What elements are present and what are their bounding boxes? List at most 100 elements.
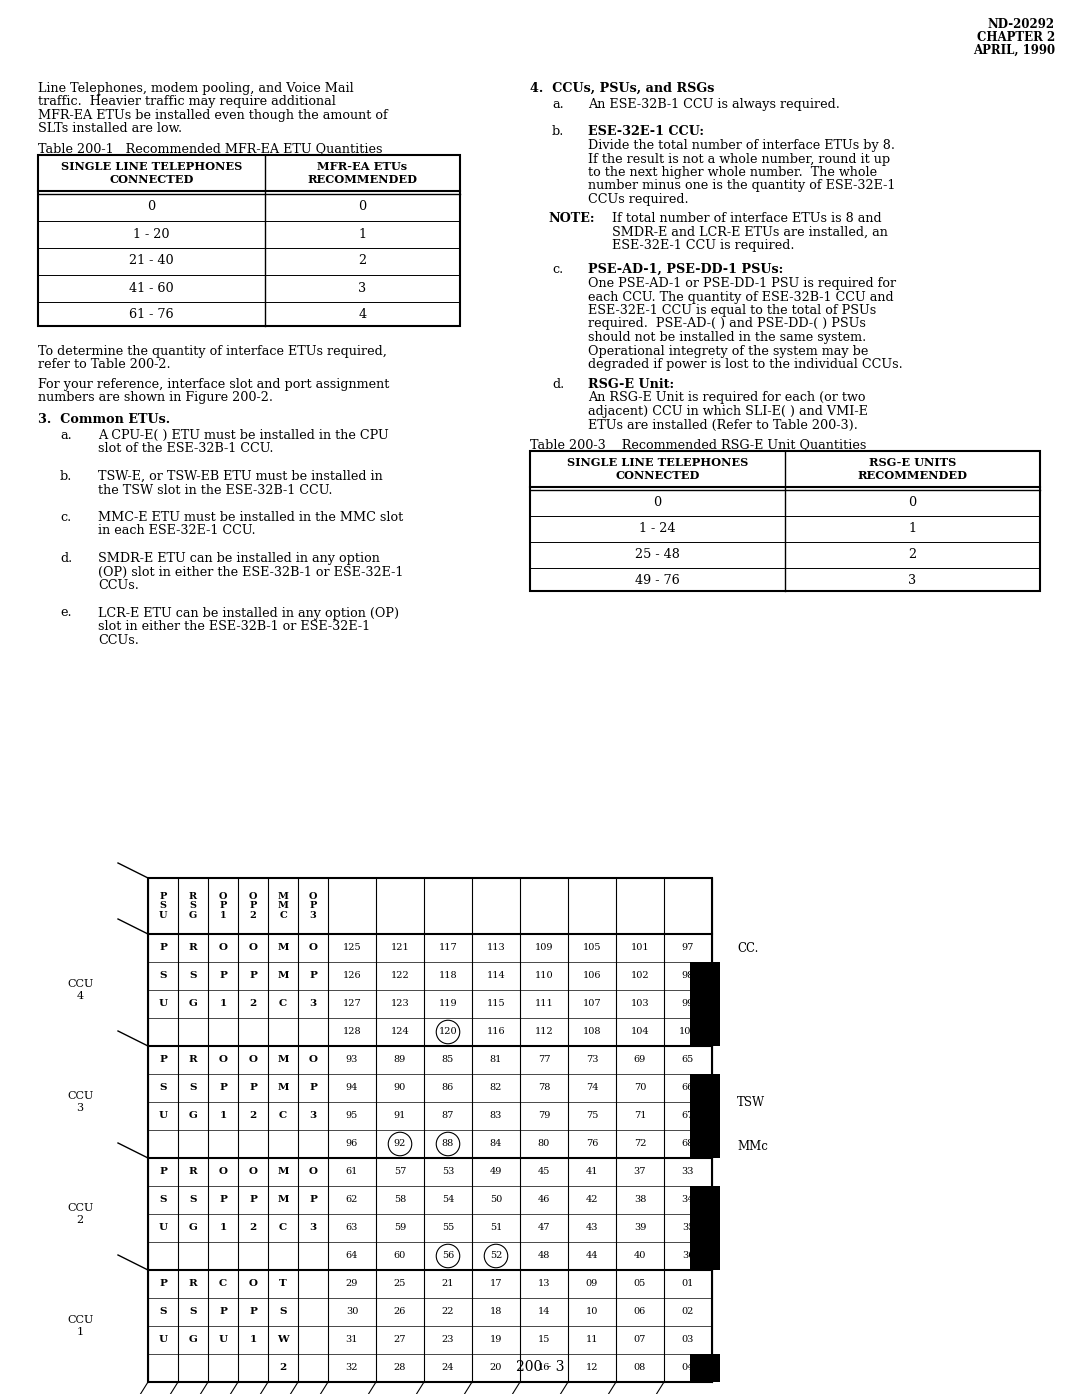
- Text: R: R: [189, 1280, 198, 1288]
- Text: Line Telephones, modem pooling, and Voice Mail: Line Telephones, modem pooling, and Voic…: [38, 82, 354, 95]
- Text: 55: 55: [442, 1224, 454, 1232]
- Text: 46: 46: [538, 1196, 550, 1204]
- Text: 126: 126: [342, 972, 362, 980]
- Text: 06: 06: [634, 1308, 646, 1316]
- Text: 45: 45: [538, 1168, 550, 1177]
- Text: 24: 24: [442, 1363, 455, 1373]
- Text: d.: d.: [60, 552, 72, 565]
- Text: 56: 56: [442, 1252, 454, 1260]
- Text: 110: 110: [535, 972, 553, 980]
- Text: 04: 04: [681, 1363, 694, 1373]
- Text: 19: 19: [490, 1335, 502, 1344]
- Text: 106: 106: [583, 972, 602, 980]
- Text: P: P: [219, 1308, 227, 1316]
- Text: 1: 1: [359, 227, 366, 241]
- Text: G: G: [189, 1224, 198, 1232]
- Text: SINGLE LINE TELEPHONES
CONNECTED: SINGLE LINE TELEPHONES CONNECTED: [567, 457, 748, 481]
- Text: O
P
1: O P 1: [219, 892, 227, 920]
- Text: 25 - 48: 25 - 48: [635, 548, 680, 560]
- Text: 27: 27: [394, 1335, 406, 1344]
- Text: SINGLE LINE TELEPHONES
CONNECTED: SINGLE LINE TELEPHONES CONNECTED: [60, 162, 242, 185]
- Text: 107: 107: [583, 999, 602, 1008]
- Text: 35: 35: [681, 1224, 694, 1232]
- Text: 39: 39: [634, 1224, 646, 1232]
- Text: ETUs are installed (Refer to Table 200-3).: ETUs are installed (Refer to Table 200-3…: [588, 418, 858, 432]
- Text: 119: 119: [438, 999, 457, 1008]
- Text: Table 200-3    Recommended RSG-E Unit Quantities: Table 200-3 Recommended RSG-E Unit Quant…: [530, 438, 866, 452]
- Text: S: S: [159, 1196, 166, 1204]
- Text: 94: 94: [346, 1083, 359, 1093]
- Text: 85: 85: [442, 1055, 454, 1065]
- Text: 22: 22: [442, 1308, 455, 1316]
- Text: each CCU. The quantity of ESE-32B-1 CCU and: each CCU. The quantity of ESE-32B-1 CCU …: [588, 290, 893, 304]
- Text: 17: 17: [489, 1280, 502, 1288]
- Text: MMC-E ETU must be installed in the MMC slot: MMC-E ETU must be installed in the MMC s…: [98, 512, 403, 524]
- Text: 26: 26: [394, 1308, 406, 1316]
- Text: 3: 3: [310, 1111, 316, 1121]
- Text: SMDR-E and LCR-E ETUs are installed, an: SMDR-E and LCR-E ETUs are installed, an: [612, 226, 888, 238]
- Text: 61: 61: [346, 1168, 359, 1177]
- Text: For your reference, interface slot and port assignment: For your reference, interface slot and p…: [38, 378, 390, 390]
- Text: 98: 98: [681, 972, 694, 980]
- Text: U: U: [218, 1335, 228, 1344]
- Text: 49 - 76: 49 - 76: [635, 574, 680, 587]
- Text: S: S: [189, 1308, 197, 1316]
- Text: 2: 2: [249, 1111, 257, 1121]
- Text: 18: 18: [490, 1308, 502, 1316]
- Text: 62: 62: [346, 1196, 359, 1204]
- Text: 109: 109: [535, 944, 553, 952]
- Text: 74: 74: [585, 1083, 598, 1093]
- Text: P: P: [219, 1196, 227, 1204]
- Text: 72: 72: [634, 1139, 646, 1149]
- Text: P: P: [219, 1083, 227, 1093]
- Text: An ESE-32B-1 CCU is always required.: An ESE-32B-1 CCU is always required.: [588, 98, 840, 112]
- Text: SLTs installed are low.: SLTs installed are low.: [38, 123, 183, 135]
- Text: d.: d.: [552, 378, 564, 390]
- Text: W: W: [278, 1335, 288, 1344]
- Text: O: O: [248, 1055, 257, 1065]
- Text: R: R: [189, 944, 198, 952]
- Text: 30: 30: [346, 1308, 359, 1316]
- Text: S: S: [189, 972, 197, 980]
- Text: 21: 21: [442, 1280, 455, 1288]
- Text: 200 - 3: 200 - 3: [516, 1361, 564, 1374]
- Text: Table 200-1   Recommended MFR-EA ETU Quantities: Table 200-1 Recommended MFR-EA ETU Quant…: [38, 142, 382, 155]
- Text: O
P
3: O P 3: [309, 892, 318, 920]
- Text: O: O: [218, 944, 228, 952]
- Text: 1 - 24: 1 - 24: [639, 521, 676, 535]
- Text: LCR-E ETU can be installed in any option (OP): LCR-E ETU can be installed in any option…: [98, 606, 400, 619]
- Text: 34: 34: [681, 1196, 694, 1204]
- Text: T: T: [279, 1280, 287, 1288]
- Text: P: P: [309, 972, 316, 980]
- Text: 88: 88: [442, 1139, 454, 1149]
- Text: 52: 52: [490, 1252, 502, 1260]
- Text: required.  PSE-AD-( ) and PSE-DD-( ) PSUs: required. PSE-AD-( ) and PSE-DD-( ) PSUs: [588, 318, 866, 330]
- Text: 120: 120: [438, 1027, 457, 1037]
- Text: 115: 115: [487, 999, 505, 1008]
- Text: R: R: [189, 1168, 198, 1177]
- Text: If the result is not a whole number, round it up: If the result is not a whole number, rou…: [588, 152, 890, 166]
- Text: 67: 67: [681, 1111, 694, 1121]
- Text: 123: 123: [391, 999, 409, 1008]
- Text: 0: 0: [148, 201, 156, 213]
- Text: 33: 33: [681, 1168, 694, 1177]
- Text: C: C: [279, 999, 287, 1008]
- Text: MFR-EA ETUs be installed even though the amount of: MFR-EA ETUs be installed even though the…: [38, 109, 388, 123]
- Text: P: P: [249, 972, 257, 980]
- Text: S: S: [189, 1083, 197, 1093]
- Text: 4: 4: [359, 308, 366, 322]
- Text: 89: 89: [394, 1055, 406, 1065]
- Text: 83: 83: [490, 1111, 502, 1121]
- Text: should not be installed in the same system.: should not be installed in the same syst…: [588, 330, 866, 344]
- Text: 08: 08: [634, 1363, 646, 1373]
- Text: 07: 07: [634, 1335, 646, 1344]
- Text: 03: 03: [681, 1335, 694, 1344]
- Text: If total number of interface ETUs is 8 and: If total number of interface ETUs is 8 a…: [612, 212, 881, 226]
- Text: G: G: [189, 1111, 198, 1121]
- Text: 79: 79: [538, 1111, 550, 1121]
- Text: 14: 14: [538, 1308, 550, 1316]
- Text: refer to Table 200-2.: refer to Table 200-2.: [38, 358, 171, 371]
- Text: 3: 3: [310, 999, 316, 1008]
- Text: Operational integrety of the system may be: Operational integrety of the system may …: [588, 344, 868, 357]
- Text: 3: 3: [908, 574, 917, 587]
